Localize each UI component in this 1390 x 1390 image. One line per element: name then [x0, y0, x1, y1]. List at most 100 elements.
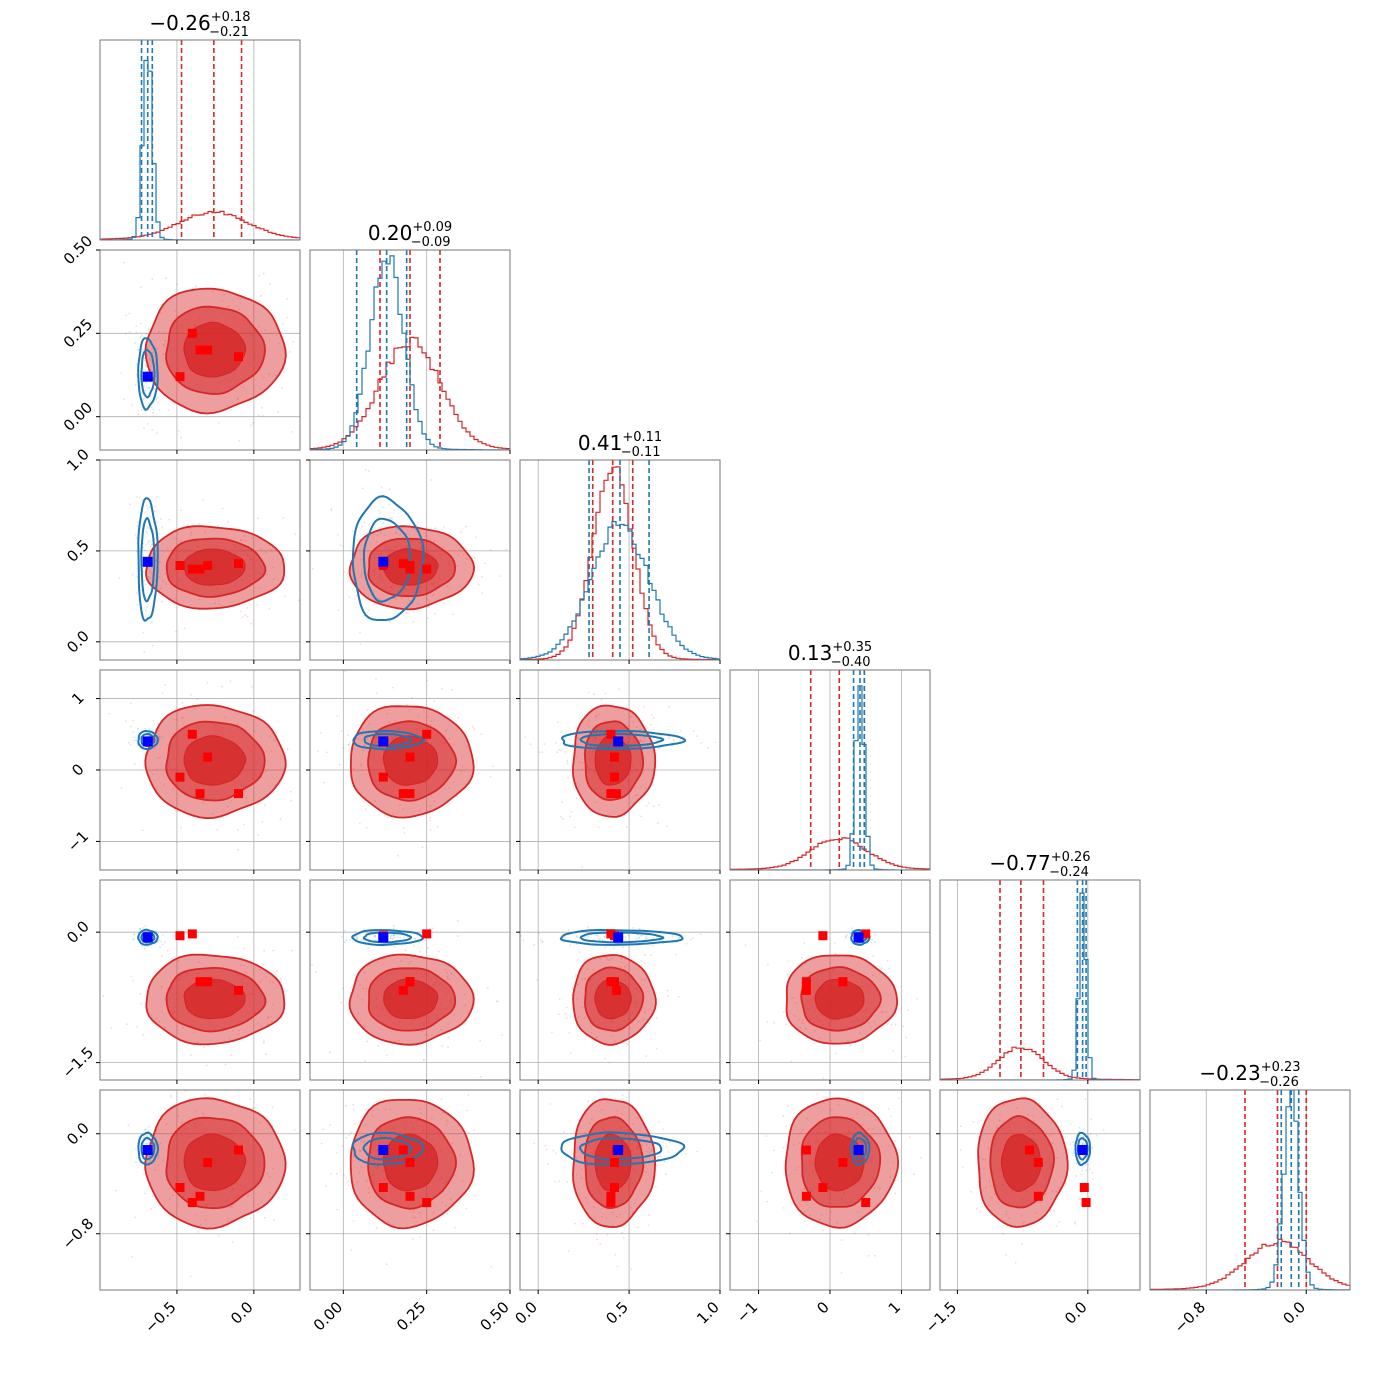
xtick-label-1-2: 0.50: [476, 1298, 512, 1334]
sample-red-2-0-31: [250, 622, 253, 625]
sample-blue-4-1-60: [363, 928, 366, 930]
sample-red-4-3-124: [885, 1010, 888, 1013]
title-param-5: −0.23+0.23 −0.26: [1199, 1060, 1300, 1090]
sample-blue-2-1-11: [415, 524, 418, 526]
sample-blue-4-1-52: [353, 936, 356, 938]
sample-blue-5-0-49: [145, 1142, 148, 1145]
sample-red-3-0-139: [229, 680, 232, 683]
sample-blue-1-0-36: [148, 387, 151, 389]
sample-red-3-1-67: [480, 733, 483, 736]
sample-blue-5-1-70: [358, 1172, 361, 1174]
sample-red-5-0-109: [181, 1121, 184, 1124]
sample-blue-4-2-63: [576, 936, 578, 939]
sample-blue-5-1-81: [350, 1131, 352, 1134]
sample-red-4-3-133: [804, 1027, 807, 1030]
sample-red-3-1-23: [418, 647, 420, 649]
sample-red-5-1-72: [419, 1108, 422, 1110]
sample-blue-1-0-71: [156, 347, 158, 350]
contour-blue-outer-2-1: [351, 495, 425, 621]
sample-red-4-3-36: [808, 971, 811, 974]
sample-blue-5-2-46: [665, 1146, 668, 1148]
sample-red-3-0-54: [164, 684, 167, 686]
sample-blue-2-0-15: [156, 495, 159, 498]
sample-blue-2-1-75: [363, 521, 366, 524]
sample-red-4-2-55: [584, 977, 586, 980]
sample-blue-5-4-80: [1080, 1173, 1083, 1176]
sample-red-5-4-23: [979, 1211, 982, 1213]
sample-blue-4-2-72: [685, 942, 688, 945]
sample-blue-2-0-19: [147, 542, 149, 544]
sample-blue-4-1-9: [424, 939, 426, 942]
sample-blue-5-4-37: [1082, 1140, 1085, 1142]
sample-red-5-3-56: [830, 1211, 833, 1213]
marker-red-4-1-1: [422, 929, 432, 939]
sample-red-3-1-10: [452, 743, 455, 746]
sample-red-5-2-76: [662, 1128, 664, 1131]
sample-red-4-2-83: [640, 978, 643, 981]
sample-red-4-3-134: [799, 1026, 801, 1029]
sample-blue-2-0-50: [136, 603, 139, 606]
sample-red-3-0-118: [175, 718, 178, 721]
sample-blue-5-4-66: [1081, 1169, 1084, 1172]
frame-2-1: [309, 459, 511, 661]
sample-red-5-4-25: [995, 1126, 998, 1129]
sample-red-4-2-124: [583, 1017, 585, 1019]
marker-red-1-0-2: [203, 345, 213, 355]
sample-red-5-3-48: [795, 1168, 798, 1171]
sample-red-3-1-88: [290, 753, 292, 755]
sample-blue-3-0-60: [135, 739, 137, 741]
sample-red-5-4-111: [1045, 1193, 1047, 1196]
sample-red-5-4-43: [1050, 1045, 1052, 1047]
marker-blue-3-0: [142, 736, 153, 747]
sample-red-5-1-97: [444, 1204, 447, 1207]
sample-blue-3-0-18: [136, 736, 139, 739]
sample-red-4-1-58: [438, 974, 441, 976]
sample-red-3-1-4: [403, 832, 406, 834]
sample-blue-2-1-70: [364, 469, 367, 471]
sample-red-3-1-68: [441, 687, 443, 690]
sample-blue-2-1-74: [379, 512, 382, 514]
sample-red-5-1-91: [356, 1181, 359, 1184]
sample-blue-4-0-8: [159, 946, 161, 949]
sample-blue-5-4-26: [1082, 1127, 1085, 1130]
sample-red-2-1-50: [393, 509, 396, 511]
sample-blue-1-0-4: [146, 386, 148, 389]
sample-red-4-2-82: [632, 927, 635, 929]
sample-red-3-1-89: [429, 829, 432, 831]
sample-blue-3-2-37: [700, 742, 702, 744]
sample-blue-5-2-17: [658, 1155, 661, 1157]
marker-red-5-1-4: [405, 1191, 415, 1201]
sample-red-5-1-40: [342, 1173, 345, 1176]
sample-red-3-1-97: [402, 826, 405, 829]
sample-red-2-1-4: [427, 617, 429, 620]
title-param-4: −0.77+0.26 −0.24: [989, 850, 1090, 880]
sample-red-4-2-109: [674, 953, 677, 956]
contour-blue-outer-4-2: [559, 928, 684, 946]
sample-red-4-0-130: [259, 969, 261, 972]
sample-red-4-2-9: [557, 1013, 560, 1016]
sample-red-3-2-61: [672, 739, 675, 741]
sample-red-4-3-91: [786, 973, 789, 976]
sample-red-5-0-53: [143, 1173, 145, 1176]
sample-blue-4-1-82: [340, 936, 343, 938]
marker-blue-4-3: [853, 932, 864, 943]
sample-red-4-1-110: [447, 1046, 449, 1049]
sample-red-5-2-108: [632, 1122, 635, 1125]
sample-red-3-1-8: [461, 765, 464, 768]
sample-blue-5-2-80: [575, 1157, 577, 1159]
sample-red-5-3-117: [782, 1207, 785, 1209]
sample-blue-1-0-15: [147, 328, 150, 330]
marker-red-4-3-0: [818, 931, 828, 941]
sample-red-4-2-35: [590, 1031, 593, 1034]
sample-red-2-0-20: [217, 524, 219, 527]
sample-red-4-0-120: [139, 992, 142, 995]
sample-blue-2-0-64: [146, 532, 148, 535]
corner-panels: −0.26+0.18 −0.210.000.250.50 0.20+0.09 −0.0…: [59, 10, 1351, 1337]
sample-blue-2-1-71: [348, 596, 351, 598]
sample-red-4-0-74: [164, 1026, 167, 1028]
sample-red-5-3-137: [782, 1115, 785, 1118]
sample-blue-1-0-21: [143, 386, 145, 388]
sample-red-5-1-126: [384, 1108, 387, 1111]
sample-red-5-3-107: [846, 1101, 849, 1103]
sample-blue-5-4-77: [1072, 1141, 1075, 1144]
